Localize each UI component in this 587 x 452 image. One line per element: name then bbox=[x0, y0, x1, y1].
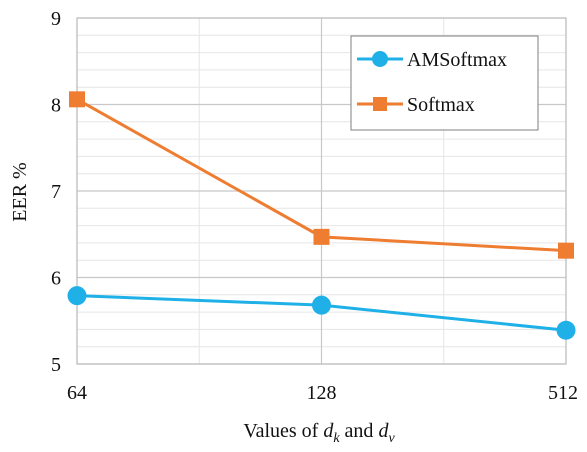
x-axis-label-var1: d bbox=[323, 420, 334, 442]
data-point-amsoftmax bbox=[312, 295, 331, 315]
legend: AMSoftmax Softmax bbox=[350, 35, 539, 131]
y-tick-label: 5 bbox=[51, 354, 61, 376]
x-axis-label-middle: and bbox=[340, 420, 379, 442]
x-tick-label: 512 bbox=[548, 382, 578, 404]
x-tick-label: 64 bbox=[67, 382, 87, 404]
data-point-amsoftmax bbox=[556, 320, 576, 340]
x-axis-label-sub2: v bbox=[388, 431, 395, 446]
legend-label-softmax: Softmax bbox=[407, 94, 475, 116]
y-tick-label: 9 bbox=[51, 8, 61, 30]
x-axis-label: Values of dk and dv bbox=[243, 420, 395, 446]
data-point-softmax bbox=[558, 242, 574, 259]
x-tick-label: 128 bbox=[307, 382, 337, 404]
legend-marker-softmax bbox=[373, 97, 387, 111]
series bbox=[67, 91, 576, 340]
y-tick-label: 6 bbox=[51, 268, 61, 290]
x-axis-label-prefix: Values of bbox=[243, 420, 323, 442]
y-tick-label: 8 bbox=[51, 95, 61, 117]
data-point-softmax bbox=[313, 228, 330, 245]
plot-area-border bbox=[76, 17, 567, 365]
x-axis-label-var2: d bbox=[378, 420, 389, 442]
x-axis-label-sub1: k bbox=[333, 431, 340, 446]
y-axis-label: EER % bbox=[9, 162, 31, 221]
legend-label-amsoftmax: AMSoftmax bbox=[407, 49, 507, 71]
y-tick-label: 7 bbox=[51, 181, 61, 203]
data-point-amsoftmax bbox=[67, 286, 87, 306]
axes: 5 6 7 8 9 64 128 512 bbox=[51, 8, 578, 404]
legend-marker-amsoftmax bbox=[372, 51, 388, 67]
data-point-softmax bbox=[69, 91, 85, 108]
